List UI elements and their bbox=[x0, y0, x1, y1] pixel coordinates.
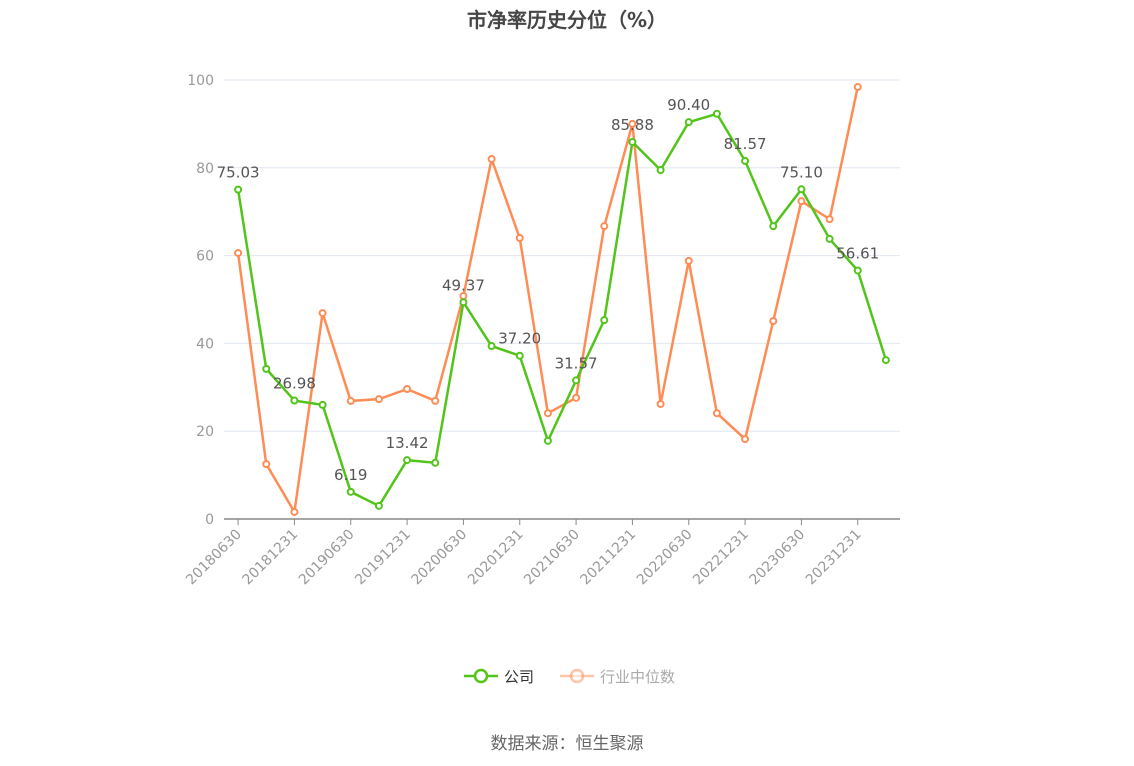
x-tick-label: 20201231 bbox=[465, 527, 527, 589]
data-label: 85.88 bbox=[611, 116, 654, 134]
data-point bbox=[515, 351, 524, 360]
legend-label: 公司 bbox=[504, 668, 534, 686]
data-point bbox=[318, 400, 327, 409]
x-tick-label: 20180630 bbox=[183, 527, 245, 589]
data-point bbox=[600, 316, 609, 325]
data-point bbox=[712, 409, 721, 418]
x-tick-label: 20210630 bbox=[521, 527, 583, 589]
data-label: 75.03 bbox=[217, 164, 260, 182]
data-label: 81.57 bbox=[724, 135, 767, 153]
data-point bbox=[797, 185, 806, 194]
data-point bbox=[346, 487, 355, 496]
y-tick-label: 0 bbox=[205, 512, 214, 528]
legend-circle-icon bbox=[569, 668, 585, 684]
y-tick-label: 100 bbox=[187, 73, 214, 89]
data-point bbox=[487, 342, 496, 351]
data-point bbox=[684, 118, 693, 127]
data-point bbox=[262, 364, 271, 373]
x-tick-label: 20181231 bbox=[240, 527, 302, 589]
data-label: 31.57 bbox=[555, 354, 598, 372]
data-point bbox=[600, 222, 609, 231]
data-point bbox=[374, 501, 383, 510]
data-point bbox=[403, 456, 412, 465]
legend-label: 行业中位数 bbox=[600, 668, 675, 686]
data-point bbox=[656, 399, 665, 408]
data-point bbox=[346, 396, 355, 405]
data-point bbox=[431, 458, 440, 467]
y-tick-label: 40 bbox=[196, 336, 214, 352]
x-tick-label: 20190630 bbox=[296, 527, 358, 589]
data-source: 数据来源：恒生聚源 bbox=[490, 734, 644, 754]
data-point bbox=[234, 185, 243, 194]
data-point bbox=[712, 109, 721, 118]
data-point bbox=[459, 298, 468, 307]
data-point bbox=[572, 393, 581, 402]
data-point bbox=[825, 234, 834, 243]
data-point bbox=[515, 234, 524, 243]
data-point bbox=[741, 156, 750, 165]
x-tick-label: 20211231 bbox=[578, 527, 640, 589]
data-point bbox=[628, 137, 637, 146]
data-label: 13.42 bbox=[386, 434, 429, 452]
data-label: 56.61 bbox=[836, 244, 879, 262]
data-label: 75.10 bbox=[780, 163, 823, 181]
data-point bbox=[290, 396, 299, 405]
x-tick-label: 20230630 bbox=[747, 527, 809, 589]
data-point bbox=[403, 385, 412, 394]
data-label: 37.20 bbox=[498, 330, 541, 348]
data-point bbox=[431, 396, 440, 405]
data-point bbox=[487, 155, 496, 164]
data-point bbox=[628, 119, 637, 128]
x-tick-label: 20200630 bbox=[409, 527, 471, 589]
data-point bbox=[769, 317, 778, 326]
data-point bbox=[543, 436, 552, 445]
data-point bbox=[543, 409, 552, 418]
x-tick-label: 20231231 bbox=[803, 527, 865, 589]
data-point bbox=[853, 83, 862, 92]
data-point bbox=[374, 395, 383, 404]
data-label: 49.37 bbox=[442, 276, 485, 294]
data-label: 26.98 bbox=[273, 375, 316, 393]
data-point bbox=[318, 309, 327, 318]
data-point bbox=[262, 460, 271, 469]
data-point bbox=[825, 215, 834, 224]
data-point bbox=[853, 266, 862, 275]
data-point bbox=[290, 507, 299, 516]
chart-title: 市净率历史分位（%） bbox=[466, 8, 668, 32]
x-tick-label: 20191231 bbox=[352, 527, 414, 589]
legend-circle-icon bbox=[473, 668, 489, 684]
data-point bbox=[684, 256, 693, 265]
y-tick-label: 60 bbox=[196, 249, 214, 265]
y-tick-label: 80 bbox=[196, 161, 214, 177]
data-point bbox=[656, 165, 665, 174]
data-point bbox=[769, 222, 778, 231]
data-point bbox=[797, 197, 806, 206]
x-tick-label: 20221231 bbox=[690, 527, 752, 589]
data-point bbox=[572, 376, 581, 385]
data-point bbox=[881, 356, 890, 365]
x-tick-label: 20220630 bbox=[634, 527, 696, 589]
series-line-公司 bbox=[236, 112, 888, 508]
data-point bbox=[741, 435, 750, 444]
data-point bbox=[234, 248, 243, 257]
data-label: 90.40 bbox=[667, 96, 710, 114]
y-tick-label: 20 bbox=[196, 424, 214, 440]
data-label: 6.19 bbox=[334, 466, 367, 484]
